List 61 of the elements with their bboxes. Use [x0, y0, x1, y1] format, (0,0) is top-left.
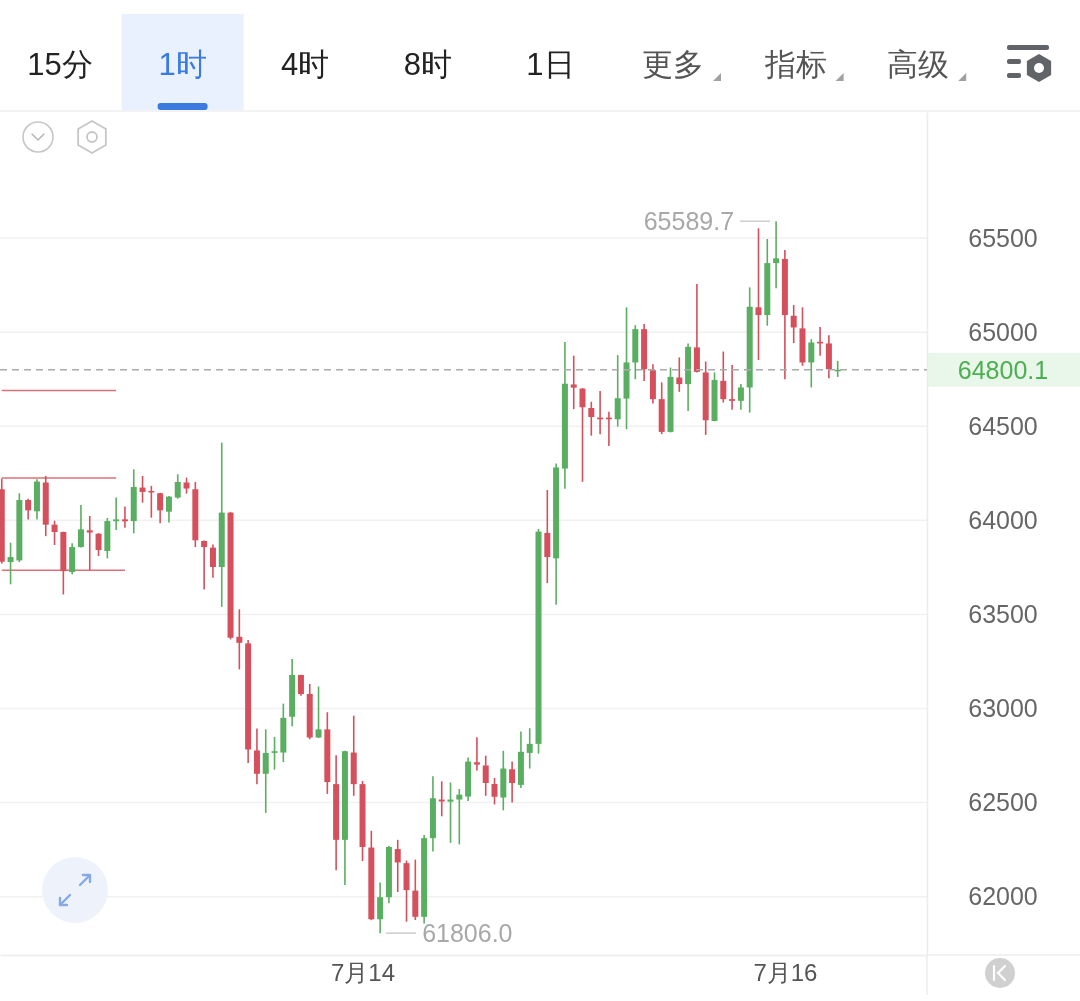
y-tick-label: 63500: [968, 599, 1038, 628]
candlestick: [790, 304, 797, 344]
candlestick: [720, 350, 727, 404]
candlestick: [729, 364, 736, 411]
text: 指标: [763, 47, 827, 82]
candlestick: [614, 354, 621, 428]
candlestick: [315, 685, 322, 739]
candlestick: [86, 515, 93, 571]
candlestick: [737, 383, 744, 411]
candlestick: [165, 495, 172, 524]
candlestick: [121, 505, 128, 529]
y-tick-label: 64000: [968, 505, 1038, 534]
candlestick: [773, 220, 780, 290]
candlestick: [209, 543, 216, 579]
ref-line-label: 64800.1: [957, 355, 1049, 384]
y-tick-label: 65500: [968, 223, 1038, 252]
candlestick: [808, 338, 815, 389]
candlestick: [509, 760, 516, 804]
candlestick: [447, 781, 454, 844]
y-tick-label: 63000: [968, 694, 1038, 722]
candlestick: [755, 227, 762, 361]
y-tick-label: 62500: [968, 788, 1038, 817]
y-tick-label: 65000: [968, 317, 1038, 346]
y-tick-label: 64500: [968, 411, 1038, 440]
candlestick: [95, 532, 102, 557]
candlestick: [174, 473, 181, 500]
text: 1时: [158, 47, 207, 82]
candlestick: [77, 504, 84, 549]
candlestick: [570, 354, 577, 410]
candlestick: [253, 727, 260, 785]
text: 1日: [526, 47, 575, 82]
candlestick: [271, 736, 278, 771]
text: 高级: [887, 47, 950, 82]
candlestick: [113, 496, 120, 531]
candlestick: [51, 519, 58, 546]
text: 更多: [642, 47, 704, 82]
candlestick: [7, 541, 14, 586]
y-tick-label: 62000: [968, 882, 1038, 911]
annotation: 61806.0: [422, 919, 513, 948]
candlestick: [579, 387, 586, 483]
annotation: 65589.7: [643, 207, 735, 236]
text: 8时: [403, 47, 452, 82]
candlestick: [201, 539, 208, 591]
candlestick: [482, 754, 489, 797]
candlestick: [588, 400, 595, 437]
candlestick: [236, 608, 243, 671]
candlestick: [394, 839, 401, 893]
candlestick: [473, 736, 480, 772]
x-tick-label: 7月14: [331, 959, 396, 987]
candlestick: [526, 727, 533, 770]
candlestick: [491, 777, 498, 806]
candlestick: [157, 492, 164, 525]
candlestick: [139, 475, 146, 504]
candlestick: [262, 728, 269, 814]
candlestick: [25, 497, 32, 521]
text: 15分: [27, 47, 93, 82]
candlestick: [456, 788, 463, 846]
text: 4时: [281, 47, 330, 82]
x-tick-label: 7月16: [753, 959, 818, 987]
candlestick: [676, 356, 683, 393]
candlestick: [377, 881, 384, 934]
